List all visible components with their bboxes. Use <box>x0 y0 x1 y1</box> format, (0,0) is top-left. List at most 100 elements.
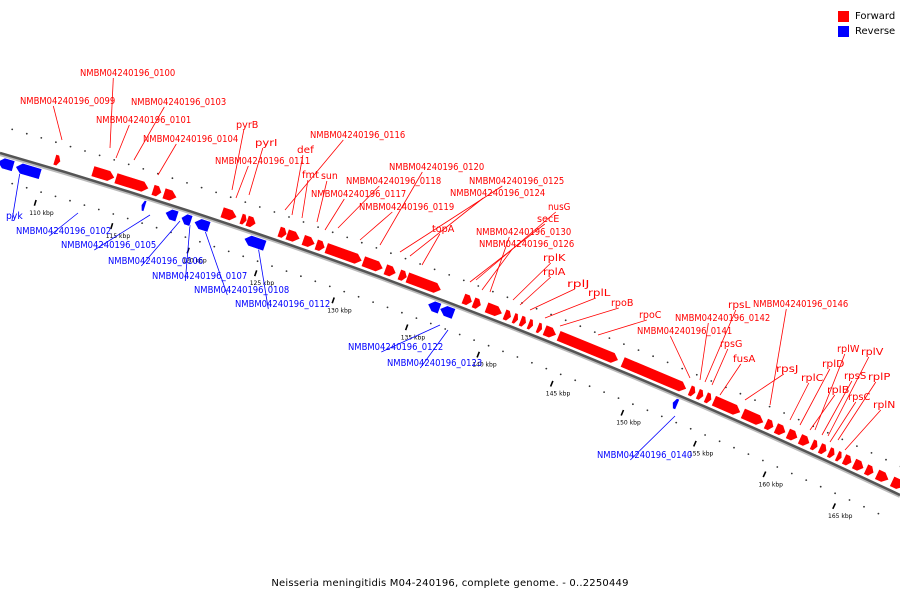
slot-dot <box>502 350 504 353</box>
reverse-gene-3 <box>180 213 194 227</box>
forward-leader-nmbm04240196-0103 <box>133 106 165 161</box>
reverse-label-nmbm04240196-0105: NMBM04240196_0105 <box>61 240 156 251</box>
slot-dot <box>346 236 349 239</box>
forward-gene-34 <box>773 422 787 436</box>
reverse-leader-nmbm04240196-0123 <box>419 329 449 369</box>
forward-leader-nmbm04240196-0104 <box>157 143 177 176</box>
forward-leader-rpll <box>544 297 596 319</box>
slot-dot <box>317 226 319 229</box>
forward-label-nmbm04240196-0130: NMBM04240196_0130 <box>476 227 571 238</box>
forward-label-nmbm04240196-0116: NMBM04240196_0116 <box>310 130 405 141</box>
slot-dot <box>506 296 509 299</box>
label-leader-lines <box>11 77 882 461</box>
slot-dot <box>516 356 519 358</box>
backbone-line <box>0 151 900 497</box>
reverse-gene-4 <box>193 218 212 233</box>
forward-gene-39 <box>826 446 836 459</box>
slot-dot <box>458 333 461 336</box>
forward-label-rpsl: rpsL <box>728 300 751 311</box>
slot-dot <box>545 367 548 370</box>
forward-label-rplc: rplC <box>801 373 824 384</box>
slot-dot <box>487 344 490 347</box>
forward-label-rpob: rpoB <box>611 298 634 309</box>
forward-leader-rpsg <box>711 348 729 386</box>
forward-gene-26 <box>555 330 619 364</box>
reverse-leader-nmbm04240196-0112 <box>257 245 269 310</box>
slot-dot <box>826 431 829 434</box>
slot-dot <box>477 285 480 287</box>
slot-dot <box>372 301 374 303</box>
ruler-tick <box>620 409 625 416</box>
ruler-tick <box>832 503 837 510</box>
slot-dot <box>632 403 634 406</box>
forward-leader-sun <box>316 180 328 223</box>
ruler-tick <box>476 351 481 358</box>
forward-leader-rplw <box>814 353 846 431</box>
forward-gene-45 <box>889 475 900 490</box>
reverse-leader-nmbm04240196-0122 <box>381 324 441 353</box>
slot-dot <box>40 137 43 139</box>
forward-label-rpsj: rpsJ <box>776 364 798 375</box>
slot-dot <box>695 373 698 376</box>
slot-dot <box>608 337 611 339</box>
reverse-gene-6 <box>427 300 443 315</box>
forward-label-nmbm04240196-0104: NMBM04240196_0104 <box>143 134 238 145</box>
slot-dot <box>314 280 317 283</box>
slot-dot <box>797 418 800 421</box>
slot-dot <box>652 355 654 358</box>
forward-label-rplv: rplV <box>861 347 884 358</box>
forward-gene-32 <box>740 407 765 426</box>
feature-slot-dots <box>11 128 900 515</box>
slot-dot <box>733 446 735 449</box>
ruler-tick <box>404 324 409 331</box>
forward-label-rpla: rplA <box>543 267 566 278</box>
forward-gene-23 <box>525 318 534 331</box>
ruler-label: 110 kbp <box>29 210 54 217</box>
forward-label-pyri: pyrI <box>255 138 277 149</box>
slot-dot <box>386 306 389 309</box>
forward-label-nmbm04240196-0119: NMBM04240196_0119 <box>359 202 454 213</box>
forward-leader-nmbm04240196-0142 <box>699 322 709 381</box>
slot-dot <box>739 392 742 395</box>
ruler-tick <box>549 380 554 387</box>
forward-label-rplb: rplB <box>827 385 850 396</box>
forward-gene-43 <box>863 463 875 477</box>
ruler-label: 120 kbp <box>182 258 207 265</box>
ruler-label: 150 kbp <box>616 420 641 427</box>
slot-dot <box>375 247 378 249</box>
reverse-gene-8 <box>672 398 680 410</box>
forward-label-rpoc: rpoC <box>639 310 662 321</box>
forward-gene-38 <box>817 442 828 455</box>
forward-leader-topa <box>421 233 441 266</box>
slot-dot <box>11 128 14 131</box>
forward-leader-rpsj <box>744 373 785 401</box>
forward-leader-pyri <box>248 147 264 196</box>
forward-leader-nmbm04240196-0119 <box>359 211 393 241</box>
forward-label-nmbm04240196-0142: NMBM04240196_0142 <box>675 313 770 324</box>
slot-dot <box>805 479 808 481</box>
slot-dot <box>492 290 494 293</box>
slot-dot <box>704 434 706 436</box>
slot-dot <box>579 325 582 328</box>
forward-gene-8 <box>276 225 288 239</box>
reverse-leader-nmbm04240196-0108 <box>203 227 228 296</box>
slot-dot <box>870 452 873 454</box>
forward-leader-pyrb <box>231 129 245 191</box>
forward-gene-30 <box>703 391 712 404</box>
forward-gene-29 <box>695 388 704 401</box>
forward-leader-rplk <box>512 262 552 301</box>
forward-label-rpsg: rpsG <box>720 339 742 350</box>
forward-gene-12 <box>323 242 363 265</box>
forward-leader-nmbm04240196-0130 <box>489 236 510 293</box>
ruler-tick <box>692 440 697 447</box>
forward-gene-13 <box>360 255 384 272</box>
forward-leader-nmbm04240196-0099 <box>52 105 63 141</box>
forward-label-nmbm04240196-0146: NMBM04240196_0146 <box>753 299 848 310</box>
slot-dot <box>25 132 28 135</box>
slot-dot <box>242 255 245 258</box>
forward-label-nmbm04240196-0111: NMBM04240196_0111 <box>215 156 310 167</box>
slot-dot <box>113 159 116 161</box>
forward-leader-rplv <box>827 356 870 437</box>
